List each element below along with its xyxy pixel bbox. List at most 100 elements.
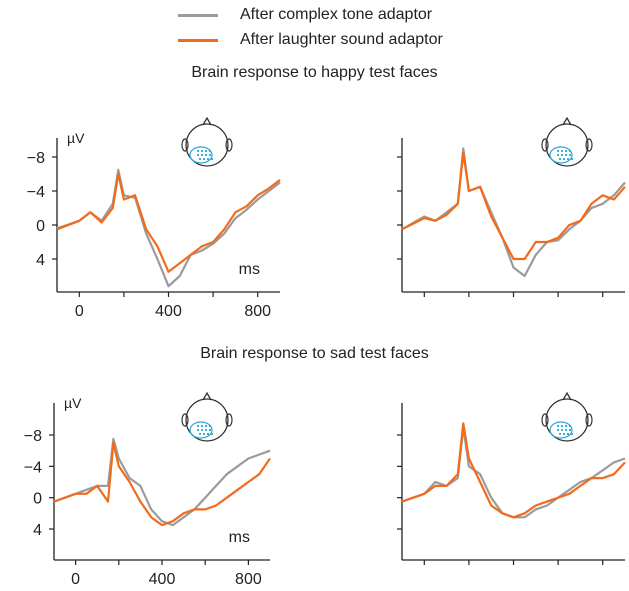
sad-right-head-outline: [545, 398, 589, 442]
happy-right-electrode-dot-4: [556, 153, 560, 157]
happy-right-electrode-dot-2: [564, 149, 568, 153]
happy-left-ytick-label-4: 4: [36, 252, 45, 269]
sad-left-electrode-dot-2: [204, 424, 208, 428]
sad-right-electrode-dot-8: [558, 432, 562, 436]
sad-left-series-complex-tone-line: [53, 437, 271, 527]
happy-right-series-complex-tone-line: [401, 147, 626, 278]
sad-left-x-unit-label: ms: [229, 529, 250, 546]
happy-left-electrode-dot-4: [196, 153, 200, 157]
sad-left-electrode-dot-1: [200, 424, 204, 428]
sad-right-electrode-dot-10: [566, 432, 570, 436]
happy-left-ytick-label--8: −8: [27, 150, 45, 167]
sad-right-electrode-dot-1: [560, 424, 564, 428]
happy-right-electrode-dot-5: [560, 153, 564, 157]
section-title-sad: Brain response to sad test faces: [200, 345, 429, 362]
happy-left-head-ear-right: [225, 138, 233, 152]
sad-left-electrode-dot-4: [196, 428, 200, 432]
legend-label-complex-tone: After complex tone adaptor: [240, 6, 433, 23]
sad-right-electrode-dot-9: [562, 432, 566, 436]
sad-left-xtick-label-800: 800: [235, 571, 262, 588]
happy-right-series-laughter-line: [401, 151, 626, 261]
sad-right-head-ear-left: [541, 413, 549, 427]
sad-left-ytick-label-0: 0: [33, 491, 42, 508]
sad-left-electrode-dot-11: [210, 432, 214, 436]
sad-left-xtick-label-400: 400: [149, 571, 176, 588]
sad-left-electrode-dot-5: [200, 428, 204, 432]
happy-left-electrode-dot-10: [206, 157, 210, 161]
happy-right-electrode-region: [549, 146, 573, 164]
sad-left-ytick-label--8: −8: [24, 428, 42, 445]
sad-left-electrode-dot-6: [204, 428, 208, 432]
happy-left-electrode-dot-2: [204, 149, 208, 153]
sad-right-electrode-dot-6: [564, 428, 568, 432]
happy-left-electrode-dot-6: [204, 153, 208, 157]
happy-left-electrode-dot-8: [198, 157, 202, 161]
happy-left-series-laughter-line: [56, 172, 281, 273]
sad-right-electrode-dot-4: [556, 428, 560, 432]
sad-left-series-laughter-line: [53, 441, 271, 527]
sad-left-ytick-label--4: −4: [24, 459, 42, 476]
sad-left-electrode-dot-0: [196, 424, 200, 428]
happy-right-electrode-dot-9: [562, 157, 566, 161]
happy-left-electrode-dot-9: [202, 157, 206, 161]
happy-left-head-ear-left: [181, 138, 189, 152]
legend-swatch-orange: [178, 38, 218, 42]
sad-left-xtick-label-0: 0: [71, 571, 80, 588]
sad-right-electrode-dot-5: [560, 428, 564, 432]
sad-right-electrode-dot-2: [564, 424, 568, 428]
sad-left-electrode-dot-8: [198, 432, 202, 436]
happy-left-electrode-region: [189, 146, 213, 164]
sad-left-electrode-dot-10: [206, 432, 210, 436]
sad-right-series-complex-tone-line: [401, 426, 626, 519]
happy-left-x-unit-label: ms: [239, 261, 260, 278]
sad-left-electrode-dot-9: [202, 432, 206, 436]
happy-right-head-ear-left: [541, 138, 549, 152]
happy-right-head-nose: [562, 116, 572, 126]
sad-right-electrode-dot-3: [568, 424, 572, 428]
happy-left-y-unit-label: µV: [67, 130, 85, 146]
happy-right-electrode-dot-11: [570, 157, 574, 161]
happy-left-ytick-label--4: −4: [27, 184, 45, 201]
happy-left-electrode-dot-5: [200, 153, 204, 157]
sad-right-head-nose: [562, 391, 572, 401]
happy-right-electrode-dot-7: [568, 153, 572, 157]
sad-left-electrode-dot-3: [208, 424, 212, 428]
sad-right-electrode-dot-0: [556, 424, 560, 428]
panel-sad-right: [397, 391, 626, 565]
happy-right-head-ear-right: [585, 138, 593, 152]
sad-left-head-ear-left: [181, 413, 189, 427]
happy-right-electrode-dot-3: [568, 149, 572, 153]
happy-left-electrode-dot-0: [196, 149, 200, 153]
happy-left-electrode-dot-11: [210, 157, 214, 161]
happy-left-xtick-label-0: 0: [75, 303, 84, 320]
legend-item-complex-tone: After complex tone adaptor: [178, 4, 432, 26]
sad-left-head-nose: [202, 391, 212, 401]
happy-right-head-outline: [545, 123, 589, 167]
happy-left-electrode-dot-1: [200, 149, 204, 153]
legend-swatch-gray: [178, 13, 218, 17]
happy-right-electrode-dot-6: [564, 153, 568, 157]
happy-left-xtick-label-800: 800: [244, 303, 271, 320]
happy-left-xtick-label-400: 400: [155, 303, 182, 320]
sad-left-electrode-dot-7: [208, 428, 212, 432]
happy-right-electrode-dot-8: [558, 157, 562, 161]
sad-left-ytick-label-4: 4: [33, 522, 42, 539]
happy-left-head-nose: [202, 116, 212, 126]
happy-right-electrode-dot-1: [560, 149, 564, 153]
sad-left-y-unit-label: µV: [64, 395, 82, 411]
sad-left-head-outline: [185, 398, 229, 442]
happy-left-head-outline: [185, 123, 229, 167]
happy-right-electrode-dot-0: [556, 149, 560, 153]
sad-left-head-ear-right: [225, 413, 233, 427]
sad-right-electrode-region: [549, 421, 573, 439]
legend-label-laughter: After laughter sound adaptor: [240, 31, 443, 48]
legend-item-laughter: After laughter sound adaptor: [178, 29, 443, 51]
happy-right-electrode-dot-10: [566, 157, 570, 161]
sad-right-electrode-dot-7: [568, 428, 572, 432]
sad-left-electrode-region: [189, 421, 213, 439]
happy-left-electrode-dot-7: [208, 153, 212, 157]
sad-right-series-laughter-line: [401, 422, 626, 519]
happy-left-ytick-label-0: 0: [36, 218, 45, 235]
